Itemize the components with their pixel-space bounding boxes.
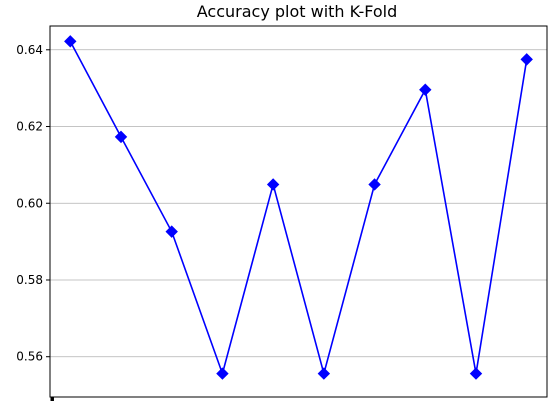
- data-point-1: [64, 35, 77, 48]
- chart-title: Accuracy plot with K-Fold: [197, 2, 398, 21]
- plot-frame: [49, 25, 548, 398]
- data-series: [64, 35, 533, 380]
- grid-lines: [50, 49, 547, 358]
- data-point-5: [266, 178, 280, 191]
- data-point-3: [165, 225, 178, 238]
- y-tick-label-2: 0.60: [16, 196, 43, 210]
- data-point-7: [368, 178, 381, 191]
- y-tick-label-3: 0.62: [16, 120, 43, 134]
- data-point-2: [114, 130, 128, 144]
- data-point-6: [317, 367, 331, 380]
- data-point-9: [469, 367, 483, 380]
- y-tick-label-0: 0.56: [16, 350, 43, 364]
- data-point-10: [520, 53, 533, 66]
- axes: 0.56 0.58 0.60 0.62 0.64: [16, 25, 548, 401]
- data-point-8: [419, 83, 432, 96]
- data-point-4: [216, 367, 229, 380]
- y-tick-label-4: 0.64: [16, 43, 43, 57]
- y-tick-label-1: 0.58: [16, 273, 43, 287]
- series-line-0: [69, 40, 528, 377]
